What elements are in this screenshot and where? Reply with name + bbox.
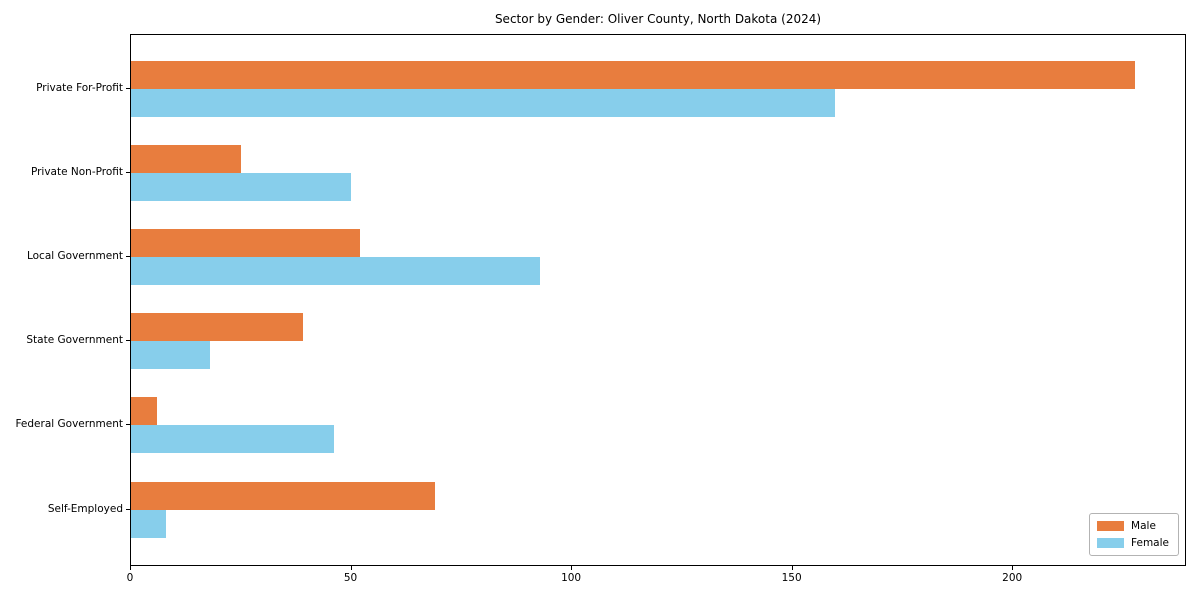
y-tick-state-government — [126, 340, 130, 342]
male-bar-local-government — [131, 228, 360, 257]
y-tick-private-for-profit — [126, 87, 130, 89]
x-tick-label-200: 200 — [1002, 572, 1023, 584]
category-label-local-government: Local Government — [26, 249, 123, 262]
x-tick-150 — [791, 566, 793, 570]
female-bar-self-employed — [131, 509, 167, 538]
female-bar-private-non-profit — [131, 172, 352, 201]
legend-item-male: Male — [1097, 520, 1169, 532]
category-label-self-employed: Self-Employed — [47, 502, 123, 515]
x-tick-label-100: 100 — [561, 572, 582, 584]
male-bar-private-non-profit — [131, 144, 242, 173]
female-bar-private-for-profit — [131, 88, 836, 117]
female-bar-state-government — [131, 341, 211, 370]
category-label-private-non-profit: Private Non-Profit — [30, 165, 123, 178]
legend-label-male: Male — [1131, 520, 1156, 532]
category-label-private-for-profit: Private For-Profit — [36, 81, 123, 94]
male-swatch — [1097, 521, 1125, 531]
y-tick-private-non-profit — [126, 171, 130, 173]
y-tick-self-employed — [126, 508, 130, 510]
male-bar-state-government — [131, 313, 303, 342]
legend-item-female: Female — [1097, 537, 1169, 549]
category-label-state-government: State Government — [26, 334, 123, 347]
x-tick-0 — [130, 566, 131, 570]
male-bar-private-for-profit — [131, 60, 1135, 89]
male-bar-self-employed — [131, 481, 435, 510]
y-tick-federal-government — [126, 424, 130, 426]
female-bar-local-government — [131, 256, 541, 285]
legend-label-female: Female — [1131, 537, 1169, 549]
chart-title: Sector by Gender: Oliver County, North D… — [494, 12, 822, 26]
female-swatch — [1097, 538, 1125, 548]
y-tick-local-government — [126, 255, 130, 257]
x-tick-100 — [571, 566, 573, 570]
male-bar-federal-government — [131, 397, 158, 426]
plot-area: Male Female — [130, 34, 1186, 566]
x-tick-50 — [350, 566, 352, 570]
x-tick-200 — [1012, 566, 1014, 570]
x-tick-label-50: 50 — [343, 572, 358, 584]
x-tick-label-0: 0 — [126, 572, 134, 584]
legend: Male Female — [1089, 513, 1179, 556]
female-bar-federal-government — [131, 425, 334, 454]
category-label-federal-government: Federal Government — [15, 418, 123, 431]
x-tick-label-150: 150 — [781, 572, 802, 584]
